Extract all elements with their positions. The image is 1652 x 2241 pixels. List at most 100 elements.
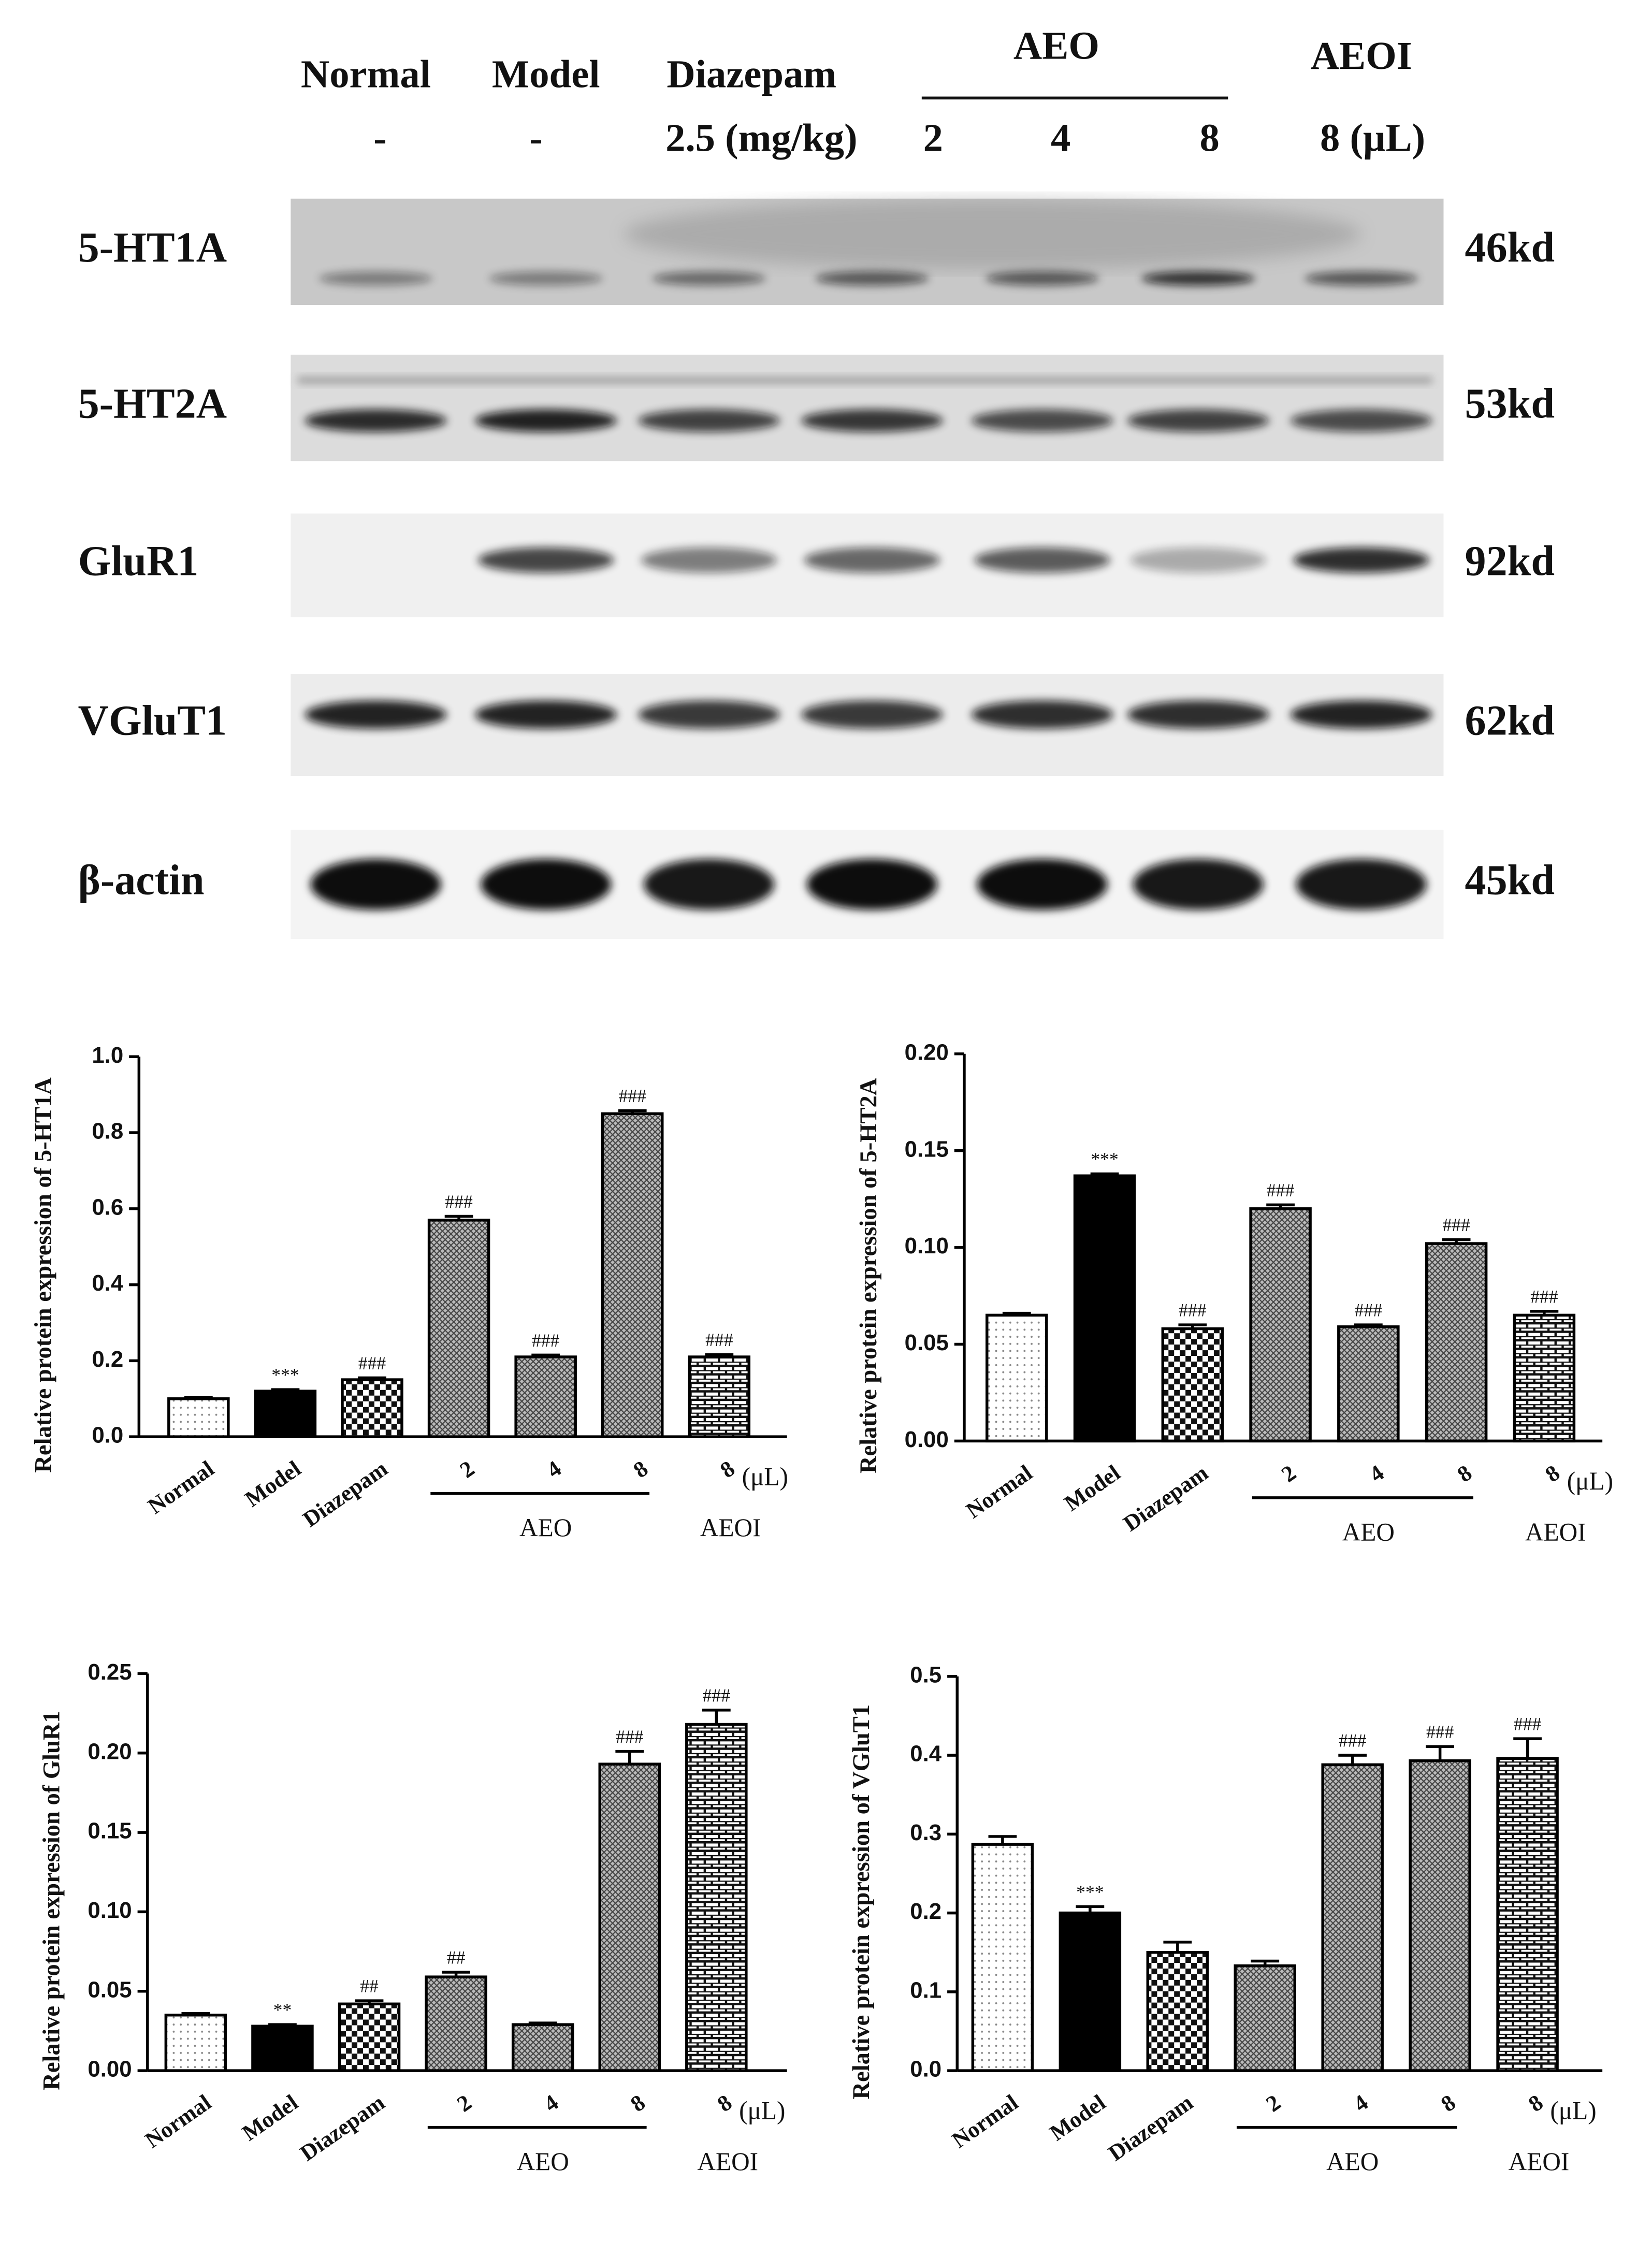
x-tick-label: 8: [1453, 1461, 1476, 1487]
bar: [1249, 1207, 1312, 1443]
band: [1305, 271, 1418, 286]
x-tick-label: 4: [1365, 1461, 1389, 1487]
lane-group-label: Normal: [301, 52, 431, 96]
band: [804, 547, 940, 573]
significance-label: **: [273, 2000, 292, 2020]
error-bar: [1163, 1941, 1192, 1953]
x-tick-label: 8: [1524, 2090, 1547, 2117]
x-tick-label: Normal: [948, 2090, 1023, 2153]
bar: [601, 1112, 664, 1438]
y-axis-label: Relative protein expression of 5-HT1A: [30, 1077, 56, 1473]
significance-label: ###: [445, 1191, 473, 1212]
bar: [167, 1397, 230, 1438]
x-tick-label: 2: [1277, 1461, 1300, 1487]
protein-label: GluR1: [78, 537, 199, 584]
error-bar: [358, 1376, 386, 1380]
bar: [254, 1390, 317, 1438]
significance-label: ###: [1355, 1300, 1383, 1321]
error-bar: [1090, 1172, 1119, 1176]
x-tick-label: 8: [629, 1456, 653, 1483]
upper-band: [298, 377, 1432, 383]
dose-label: -: [529, 116, 543, 160]
group-label: AEOI: [700, 1513, 761, 1542]
dose-label: 2.5 (mg/kg): [665, 116, 857, 160]
error-bar: [1076, 1905, 1105, 1913]
x-tick-label: Normal: [962, 1461, 1037, 1524]
bar: [514, 1355, 577, 1438]
protein-label: 5-HT2A: [78, 380, 227, 427]
y-tick-label: 0.05: [88, 1977, 132, 2002]
protein-label: β-actin: [78, 856, 205, 903]
size-label: 45kd: [1465, 856, 1555, 903]
y-tick-label: 0.4: [910, 1741, 942, 1767]
y-tick-label: 0.15: [88, 1818, 132, 1844]
x-tick-label: 2: [453, 2090, 476, 2117]
band: [489, 271, 603, 286]
x-tick-label: 8: [716, 1456, 739, 1483]
bar: [1425, 1242, 1488, 1443]
y-tick-label: 0.0: [92, 1423, 123, 1448]
error-bar: [442, 1971, 470, 1977]
error-bar: [988, 1835, 1017, 1845]
band: [815, 271, 929, 286]
x-tick-label: 8: [626, 2090, 649, 2117]
error-bar: [268, 2023, 297, 2027]
band: [1296, 859, 1427, 910]
bar: [1059, 1911, 1122, 2072]
significance-label: ###: [1442, 1215, 1470, 1235]
error-bar: [618, 1109, 647, 1114]
error-bar: [444, 1215, 473, 1220]
significance-label: ***: [1091, 1149, 1118, 1169]
bar: [1161, 1327, 1224, 1443]
dose-label: -: [373, 116, 387, 160]
bar-chart: 0.0 0.2 0.4 0.6 0.8 1.0 Relative protein expre…: [30, 1043, 788, 1542]
blot-membrane: [291, 354, 1444, 461]
unit-label: (μL): [1567, 1467, 1613, 1495]
band: [481, 859, 612, 910]
group-label: AEOI: [1509, 2147, 1570, 2176]
x-tick-label: Normal: [143, 1456, 219, 1519]
error-bar: [528, 2021, 557, 2025]
y-tick-label: 0.0: [910, 2057, 941, 2082]
bar: [685, 1723, 748, 2072]
significance-label: ***: [271, 1365, 299, 1385]
bar: [511, 2023, 574, 2072]
y-tick-label: 0.15: [905, 1136, 949, 1162]
group-label: AEOI: [697, 2147, 758, 2176]
x-tick-label: Diazepam: [298, 1456, 392, 1532]
y-tick-label: 0.20: [88, 1739, 132, 1764]
x-tick-label: Normal: [141, 2090, 216, 2153]
significance-label: ##: [447, 1947, 466, 1968]
band: [1141, 271, 1255, 286]
bar: [688, 1355, 751, 1438]
bar: [986, 1313, 1048, 1443]
band: [1127, 409, 1269, 432]
dose-label: 8 (μL): [1320, 116, 1425, 160]
bar-chart: 0.0 0.1 0.2 0.3 0.4 0.5 Relative protein expre…: [848, 1662, 1603, 2176]
error-bar: [184, 1396, 213, 1399]
bar: [598, 1762, 661, 2072]
error-bar: [1442, 1238, 1471, 1244]
x-tick-label: 2: [1262, 2090, 1285, 2117]
band: [475, 700, 617, 729]
y-tick-label: 0.25: [88, 1659, 132, 1685]
bar-chart: 0.00 0.05 0.10 0.15 0.20 Relative protein exp…: [856, 1039, 1613, 1546]
error-bar: [1426, 1745, 1455, 1761]
bar: [427, 1219, 490, 1438]
bar: [338, 2002, 401, 2072]
x-tick-label: Diazepam: [1104, 2090, 1198, 2166]
significance-label: ###: [532, 1330, 560, 1351]
bar: [1337, 1325, 1400, 1443]
group-label: AEOI: [1525, 1517, 1586, 1546]
band: [971, 409, 1113, 432]
bar: [1321, 1763, 1384, 2072]
bar-chart: 0.00 0.05 0.10 0.15 0.20 0.25 Relative protein…: [39, 1659, 787, 2176]
group-label: AEO: [519, 1513, 572, 1542]
bar: [251, 2025, 314, 2072]
error-bar: [1530, 1310, 1559, 1315]
band: [986, 271, 1099, 286]
protein-label: VGluT1: [78, 697, 227, 744]
y-axis-label: Relative protein expression of GluR1: [39, 1711, 65, 2090]
bar: [425, 1975, 487, 2072]
